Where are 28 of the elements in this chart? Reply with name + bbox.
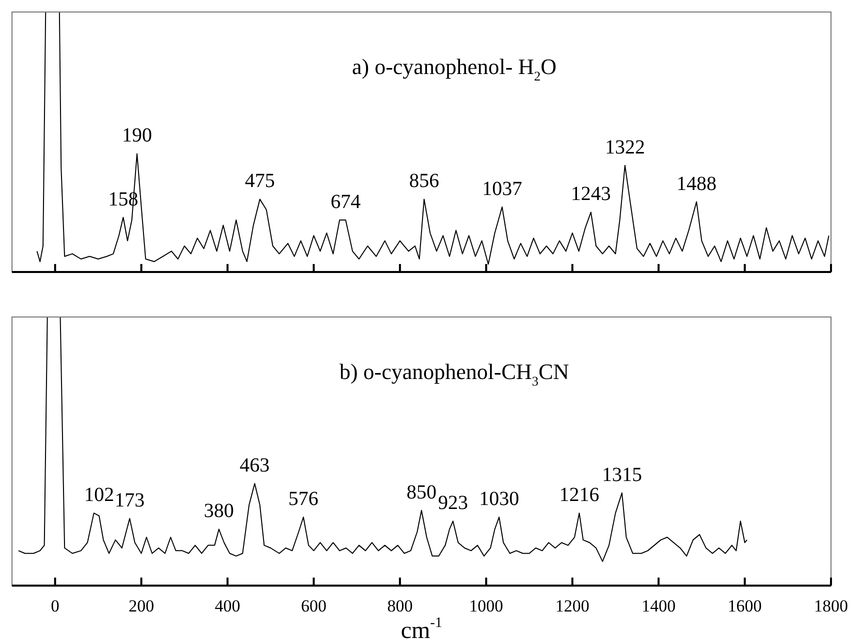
annotation: 173 — [114, 489, 145, 512]
annotation: 1030 — [479, 488, 520, 510]
annotation: 1488 — [676, 172, 717, 195]
x-tick-label: 1000 — [469, 596, 504, 616]
annotation: 850 — [406, 481, 436, 504]
x-tick-label: 600 — [300, 596, 326, 616]
x-tick-label: 1400 — [642, 596, 676, 616]
x-tick-label: 0 — [50, 596, 60, 616]
annotation: 1216 — [559, 484, 600, 506]
annotation: 380 — [204, 500, 234, 522]
x-tick-label: 1800 — [814, 596, 848, 616]
annotation: 1315 — [602, 464, 642, 486]
annotation: 576 — [288, 488, 318, 510]
annotation: 475 — [244, 170, 275, 192]
x-tick-label: 1600 — [728, 596, 762, 616]
annotation: 1322 — [604, 136, 645, 158]
x-tick-label: 200 — [128, 596, 154, 616]
annotation: 856 — [409, 170, 440, 192]
x-tick-label: 800 — [387, 596, 413, 616]
x-tick-label: 400 — [214, 596, 240, 616]
x-tick-label: 1200 — [555, 596, 590, 616]
annotation: 674 — [330, 191, 361, 213]
annotation: 1037 — [482, 178, 522, 200]
annotation: 190 — [122, 124, 152, 147]
annotation: 102 — [84, 484, 114, 506]
annotation: 1243 — [570, 183, 611, 206]
annotation: 923 — [438, 492, 468, 514]
annotation: 463 — [240, 454, 270, 477]
